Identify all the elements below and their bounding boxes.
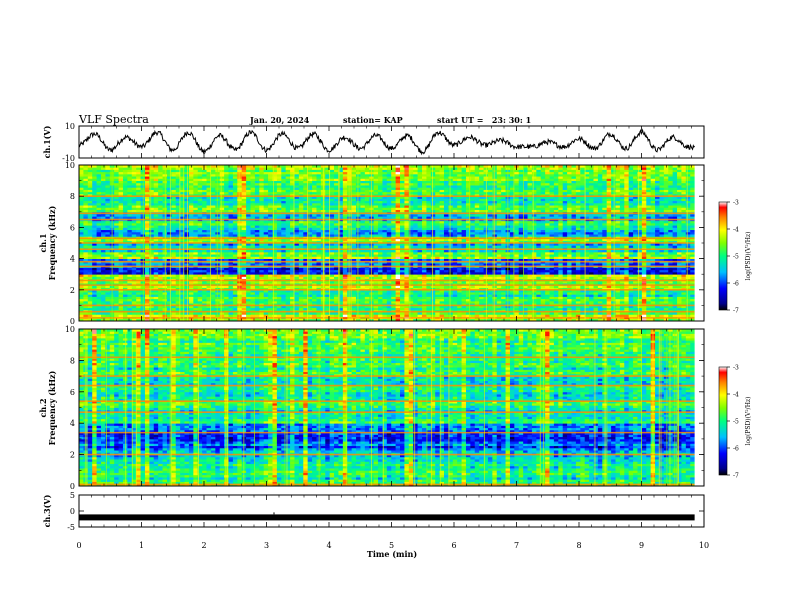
- start-ut-label: start UT = 23: 30: 1: [437, 115, 531, 125]
- figure-title: VLF Spectra: [78, 113, 149, 126]
- vlf-spectra-figure: VLF Spectra Jan. 20, 2024 station= KAP s…: [0, 0, 792, 612]
- ch1-waveform-line: [79, 130, 695, 154]
- ch1-ytick-label: 10: [65, 122, 75, 131]
- ch1-ylabel: ch.1(V): [42, 125, 52, 158]
- date-label: Jan. 20, 2024: [249, 115, 310, 125]
- station-label: station= KAP: [343, 115, 403, 125]
